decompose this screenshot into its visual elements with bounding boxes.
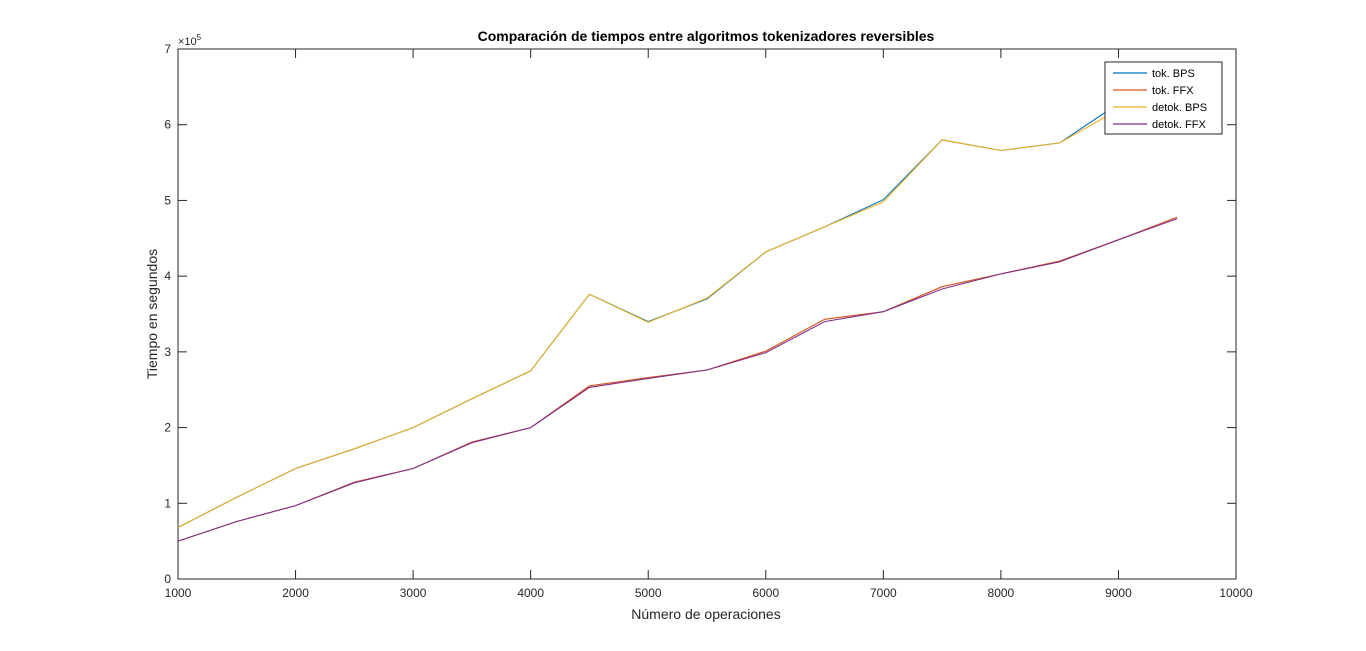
x-tick-label: 4000	[517, 586, 544, 600]
y-tick-label: 6	[164, 118, 171, 132]
y-tick-label: 2	[164, 421, 171, 435]
x-tick-label: 9000	[1105, 586, 1132, 600]
y-tick-label: 1	[164, 496, 171, 510]
x-tick-label: 1000	[165, 586, 192, 600]
y-exponent-base: ×10	[178, 36, 197, 48]
x-tick-label: 7000	[870, 586, 897, 600]
y-tick-label: 7	[164, 42, 171, 56]
x-tick-label: 5000	[635, 586, 662, 600]
x-axis-label: Número de operaciones	[631, 606, 780, 622]
y-axis-exponent: ×105	[178, 33, 202, 48]
y-tick-label: 4	[164, 269, 171, 283]
x-tick-label: 8000	[988, 586, 1015, 600]
series-line-detok-bps	[177, 86, 1178, 528]
series-line-detok-ffx	[177, 218, 1178, 542]
legend-entry: detok. FFX	[1152, 119, 1206, 131]
legend-box	[1104, 61, 1223, 135]
legend: tok. BPS tok. FFX detok. BPS detok. FFX	[1104, 61, 1223, 135]
legend-entry: tok. BPS	[1152, 68, 1195, 80]
y-axis-label: Tiempo en segundos	[144, 249, 160, 379]
y-tick-label: 3	[164, 345, 171, 359]
y-tick-label: 5	[164, 193, 171, 207]
x-tick-label: 10000	[1219, 586, 1253, 600]
chart-title: Comparación de tiempos entre algoritmos …	[478, 28, 935, 44]
x-tick-label: 2000	[282, 586, 309, 600]
plot-area: 1000 2000 3000 4000 5000 6000 7000 8000 9000 1000…	[164, 42, 1253, 600]
legend-entry: detok. BPS	[1152, 102, 1207, 114]
axes-box	[177, 48, 1237, 580]
y-exponent-power: 5	[197, 33, 202, 42]
legend-entry: tok. FFX	[1152, 85, 1194, 97]
x-tick-label: 6000	[752, 586, 779, 600]
y-tick-label: 0	[164, 572, 171, 586]
x-tick-label: 3000	[400, 586, 427, 600]
